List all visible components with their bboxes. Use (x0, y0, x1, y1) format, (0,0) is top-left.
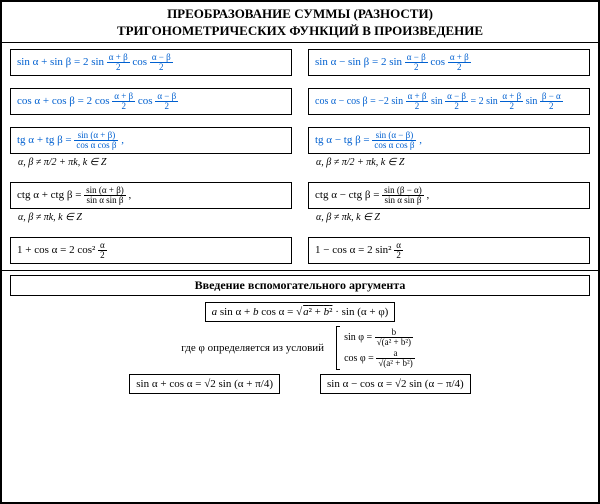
formula-sin-plus: sin α + sin β = 2 sin α + β2 cos α − β2 (10, 49, 292, 76)
aux-where-text: где φ определяется из условий (181, 342, 324, 354)
formula-one-plus-cos: 1 + cos α = 2 cos² α2 (10, 237, 292, 264)
title-line-2: ТРИГОНОМЕТРИЧЕСКИХ ФУНКЦИЙ В ПРОИЗВЕДЕНИ… (2, 23, 598, 40)
formula-sheet: ПРЕОБРАЗОВАНИЕ СУММЫ (РАЗНОСТИ) ТРИГОНОМ… (0, 0, 600, 504)
cell-cos-plus: cos α + cos β = 2 cos α + β2 cos α − β2 (2, 82, 300, 121)
aux-formula-left: sin α + cos α = √2 sin (α + π/4) (129, 374, 280, 394)
page-title: ПРЕОБРАЗОВАНИЕ СУММЫ (РАЗНОСТИ) ТРИГОНОМ… (2, 2, 598, 43)
formula-grid: sin α + sin β = 2 sin α + β2 cos α − β2 … (2, 43, 598, 270)
aux-heading: Введение вспомогательного аргумента (10, 275, 590, 296)
formula-cos-plus: cos α + cos β = 2 cos α + β2 cos α − β2 (10, 88, 292, 115)
aux-bracket-group: sin φ = b√(a² + b²) cos φ = a√(a² + b²) (336, 326, 419, 370)
aux-argument-section: Введение вспомогательного аргумента a si… (2, 270, 598, 400)
formula-one-minus-cos: 1 − cos α = 2 sin² α2 (308, 237, 590, 264)
formula-tg-plus: tg α + tg β = sin (α + β)cos α cos β , (10, 127, 292, 154)
cond-ctg-plus: α, β ≠ πk, k ∈ Z (10, 211, 292, 225)
formula-cos-minus: cos α − cos β = −2 sin α + β2 sin α − β2… (308, 88, 590, 115)
aux-where-block: где φ определяется из условий sin φ = b√… (181, 326, 418, 370)
cell-sin-plus: sin α + sin β = 2 sin α + β2 cos α − β2 (2, 43, 300, 82)
cond-tg-minus: α, β ≠ π/2 + πk, k ∈ Z (308, 156, 590, 170)
formula-tg-minus: tg α − tg β = sin (α − β)cos α cos β , (308, 127, 590, 154)
cell-one-plus-cos: 1 + cos α = 2 cos² α2 (2, 231, 300, 270)
cell-ctg-plus: ctg α + ctg β = sin (α + β)sin α sin β ,… (2, 176, 300, 231)
aux-cos-phi: cos φ = a√(a² + b²) (344, 349, 415, 368)
cell-ctg-minus: ctg α − ctg β = sin (β − α)sin α sin β ,… (300, 176, 598, 231)
cond-ctg-minus: α, β ≠ πk, k ∈ Z (308, 211, 590, 225)
cell-tg-plus: tg α + tg β = sin (α + β)cos α cos β , α… (2, 121, 300, 176)
aux-main-formula: a sin α + b cos α = a² + b² · sin (α + φ… (205, 302, 396, 322)
cell-one-minus-cos: 1 − cos α = 2 sin² α2 (300, 231, 598, 270)
cell-cos-minus: cos α − cos β = −2 sin α + β2 sin α − β2… (300, 82, 598, 121)
cell-tg-minus: tg α − tg β = sin (α − β)cos α cos β , α… (300, 121, 598, 176)
cell-sin-minus: sin α − sin β = 2 sin α − β2 cos α + β2 (300, 43, 598, 82)
formula-ctg-plus: ctg α + ctg β = sin (α + β)sin α sin β , (10, 182, 292, 209)
title-line-1: ПРЕОБРАЗОВАНИЕ СУММЫ (РАЗНОСТИ) (2, 6, 598, 23)
aux-bottom-row: sin α + cos α = √2 sin (α + π/4) sin α −… (10, 374, 590, 394)
formula-ctg-minus: ctg α − ctg β = sin (β − α)sin α sin β , (308, 182, 590, 209)
formula-sin-minus: sin α − sin β = 2 sin α − β2 cos α + β2 (308, 49, 590, 76)
aux-formula-right: sin α − cos α = √2 sin (α − π/4) (320, 374, 471, 394)
cond-tg-plus: α, β ≠ π/2 + πk, k ∈ Z (10, 156, 292, 170)
aux-sin-phi: sin φ = b√(a² + b²) (344, 328, 415, 347)
